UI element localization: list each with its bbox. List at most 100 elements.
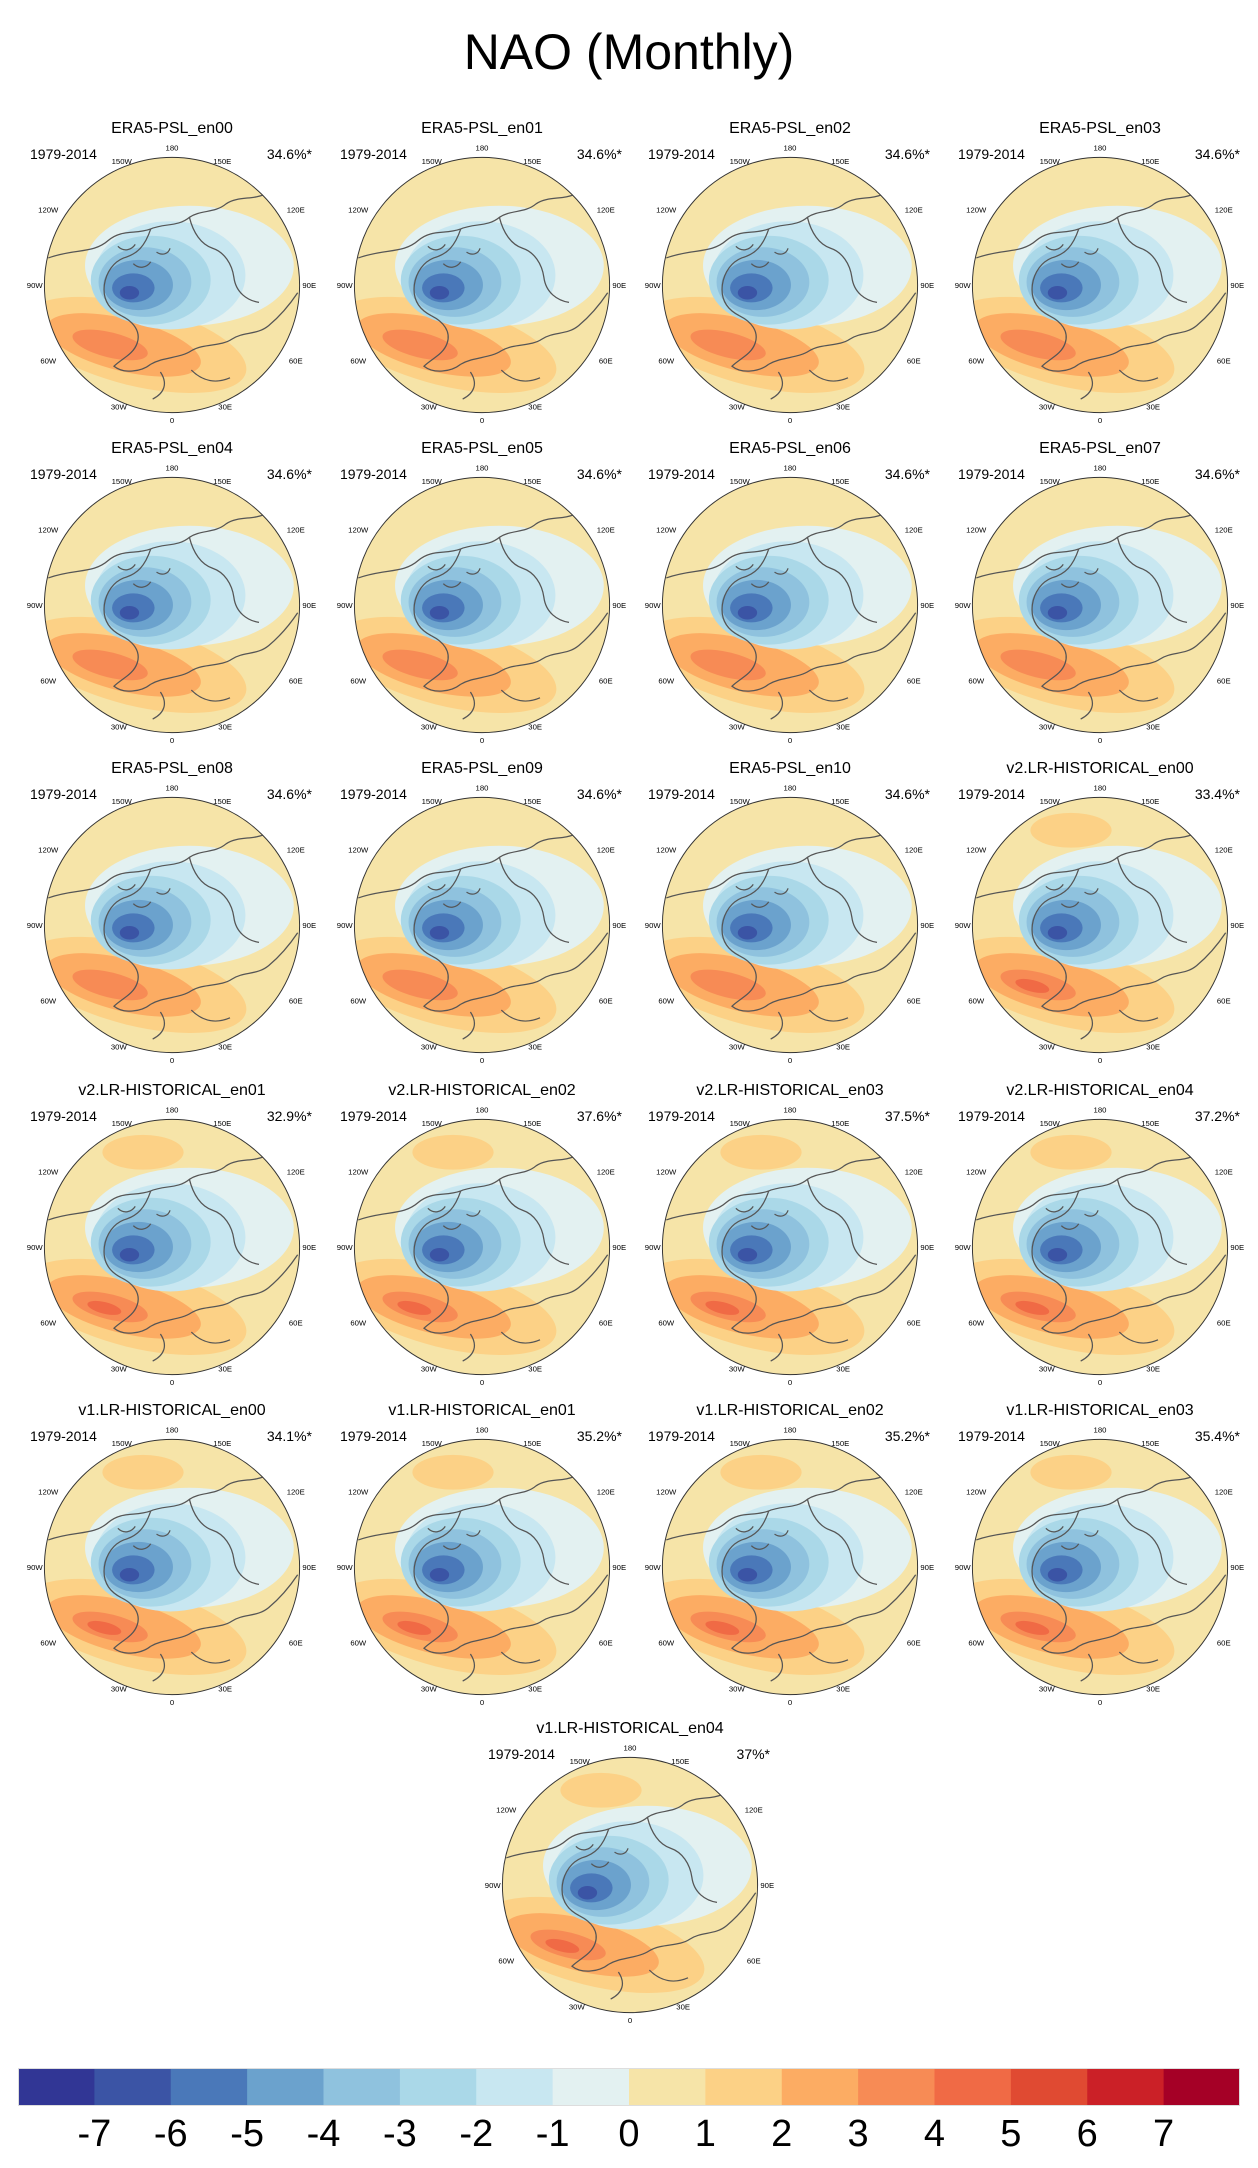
lon-label: 180 bbox=[166, 784, 179, 793]
panel-variance-pct: 34.6%* bbox=[1194, 146, 1240, 162]
lon-label: 90E bbox=[612, 601, 626, 610]
panel-variance-pct: 34.6%* bbox=[1194, 466, 1240, 482]
map-panel: 180 150W 150E 120W 120E 90W 90E 60W 60E 30W 30E 0 ER… bbox=[22, 440, 322, 750]
panel-variance-pct: 34.6%* bbox=[266, 786, 312, 802]
lon-label: 30W bbox=[421, 723, 438, 732]
panel-years: 1979-2014 bbox=[958, 1428, 1025, 1444]
longitude-labels: 180 150W 150E 120W 120E 90W 90E 60W 60E 30W 30E 0 bbox=[955, 784, 1244, 1066]
lon-label: 30E bbox=[218, 723, 232, 732]
polar-map: 180 150W 150E 120W 120E 90W 90E 60W 60E 30W 30E 0 bbox=[27, 464, 316, 746]
colorbar-tick: -7 bbox=[77, 2113, 112, 2155]
lon-label: 150W bbox=[1040, 477, 1061, 486]
lon-label: 150W bbox=[1040, 797, 1061, 806]
panel-title: v2.LR-HISTORICAL_en02 bbox=[388, 1082, 576, 1099]
lon-label: 150E bbox=[213, 477, 231, 486]
lon-label: 180 bbox=[166, 1106, 179, 1115]
polar-map: 180 150W 150E 120W 120E 90W 90E 60W 60E 30W 30E 0 bbox=[955, 1106, 1244, 1388]
panel-variance-pct: 34.6%* bbox=[576, 146, 622, 162]
longitude-labels: 180 150W 150E 120W 120E 90W 90E 60W 60E 30W 30E 0 bbox=[27, 784, 316, 1066]
panel-title: ERA5-PSL_en00 bbox=[111, 120, 233, 137]
lon-label: 0 bbox=[788, 416, 792, 425]
nao-pattern-field bbox=[502, 1757, 758, 2013]
lon-label: 60W bbox=[968, 996, 985, 1005]
lon-label: 0 bbox=[480, 416, 484, 425]
lon-label: 60E bbox=[907, 356, 921, 365]
lon-label: 0 bbox=[628, 2016, 632, 2025]
coastlines bbox=[48, 1155, 299, 1362]
panel-variance-pct: 37.6%* bbox=[576, 1108, 622, 1124]
lon-label: 120E bbox=[1215, 526, 1233, 535]
longitude-labels: 180 150W 150E 120W 120E 90W 90E 60W 60E 30W 30E 0 bbox=[337, 784, 626, 1066]
lon-label: 90W bbox=[337, 1243, 354, 1252]
lon-label: 120E bbox=[597, 1168, 615, 1177]
nao-pattern-field bbox=[44, 477, 300, 733]
lon-label: 120E bbox=[905, 206, 923, 215]
lon-label: 120W bbox=[38, 526, 59, 535]
coastlines bbox=[976, 513, 1227, 720]
colorbar-segment bbox=[247, 2068, 324, 2106]
coastlines bbox=[358, 1155, 609, 1362]
lon-label: 180 bbox=[784, 784, 797, 793]
lon-label: 90W bbox=[955, 1563, 972, 1572]
lon-label: 90E bbox=[612, 1243, 626, 1252]
colorbar-segment bbox=[94, 2068, 172, 2106]
lon-label: 0 bbox=[170, 416, 174, 425]
lon-label: 180 bbox=[784, 1426, 797, 1435]
lon-label: 90W bbox=[955, 281, 972, 290]
lon-label: 180 bbox=[784, 144, 797, 153]
polar-map: 180 150W 150E 120W 120E 90W 90E 60W 60E 30W 30E 0 bbox=[337, 144, 626, 426]
lon-label: 180 bbox=[1094, 464, 1107, 473]
lon-label: 30W bbox=[421, 1043, 438, 1052]
lon-label: 30W bbox=[111, 403, 128, 412]
longitude-labels: 180 150W 150E 120W 120E 90W 90E 60W 60E 30W 30E 0 bbox=[337, 1106, 626, 1388]
coastlines bbox=[358, 1475, 609, 1682]
lon-label: 120W bbox=[38, 1168, 59, 1177]
lon-label: 60E bbox=[1217, 676, 1231, 685]
colorbar-segment bbox=[934, 2068, 1012, 2106]
colorbar-tick: 1 bbox=[694, 2113, 716, 2155]
lon-label: 150E bbox=[831, 157, 849, 166]
lon-label: 30W bbox=[111, 1043, 128, 1052]
lon-label: 120W bbox=[38, 206, 59, 215]
lon-label: 90E bbox=[920, 1563, 934, 1572]
colorbar-segment bbox=[323, 2068, 401, 2106]
polar-map: 180 150W 150E 120W 120E 90W 90E 60W 60E 30W 30E 0 bbox=[27, 1106, 316, 1388]
lon-label: 120E bbox=[1215, 1168, 1233, 1177]
lon-label: 90E bbox=[302, 1563, 316, 1572]
lon-label: 180 bbox=[166, 144, 179, 153]
lon-label: 90E bbox=[302, 601, 316, 610]
map-panel: 180 150W 150E 120W 120E 90W 90E 60W 60E 30W 30E 0 ER… bbox=[640, 440, 940, 750]
lon-label: 60W bbox=[658, 356, 675, 365]
lon-label: 120W bbox=[966, 1488, 987, 1497]
polar-map: 180 150W 150E 120W 120E 90W 90E 60W 60E 30W 30E 0 bbox=[955, 1426, 1244, 1708]
panel-variance-pct: 34.6%* bbox=[576, 466, 622, 482]
lon-label: 150W bbox=[730, 797, 751, 806]
panel-years: 1979-2014 bbox=[30, 1428, 97, 1444]
coastlines bbox=[48, 833, 299, 1040]
lon-label: 180 bbox=[166, 1426, 179, 1435]
lon-label: 60W bbox=[350, 1638, 367, 1647]
panel-years: 1979-2014 bbox=[30, 466, 97, 482]
lon-label: 90W bbox=[27, 1243, 44, 1252]
lon-label: 90E bbox=[1230, 281, 1244, 290]
polar-map: 180 150W 150E 120W 120E 90W 90E 60W 60E 30W 30E 0 bbox=[645, 1426, 934, 1708]
lon-label: 60E bbox=[289, 356, 303, 365]
lon-label: 30W bbox=[1039, 723, 1056, 732]
panel-title: v1.LR-HISTORICAL_en01 bbox=[388, 1402, 576, 1419]
lon-label: 30E bbox=[218, 1685, 232, 1694]
lon-label: 180 bbox=[784, 464, 797, 473]
coastlines bbox=[976, 1155, 1227, 1362]
lon-label: 150W bbox=[1040, 1439, 1061, 1448]
lon-label: 90E bbox=[1230, 1243, 1244, 1252]
nao-pattern-field bbox=[972, 477, 1228, 733]
nao-pattern-field bbox=[354, 1439, 610, 1695]
lon-label: 90E bbox=[920, 281, 934, 290]
lon-label: 150E bbox=[831, 1119, 849, 1128]
panel-title: v1.LR-HISTORICAL_en02 bbox=[696, 1402, 884, 1419]
lon-label: 30E bbox=[218, 403, 232, 412]
lon-label: 150E bbox=[831, 1439, 849, 1448]
map-panel: 180 150W 150E 120W 120E 90W 90E 60W 60E 30W 30E 0 ER… bbox=[22, 120, 322, 430]
nao-pattern-field bbox=[972, 157, 1228, 413]
lon-label: 0 bbox=[788, 1698, 792, 1707]
lon-label: 150W bbox=[112, 157, 133, 166]
